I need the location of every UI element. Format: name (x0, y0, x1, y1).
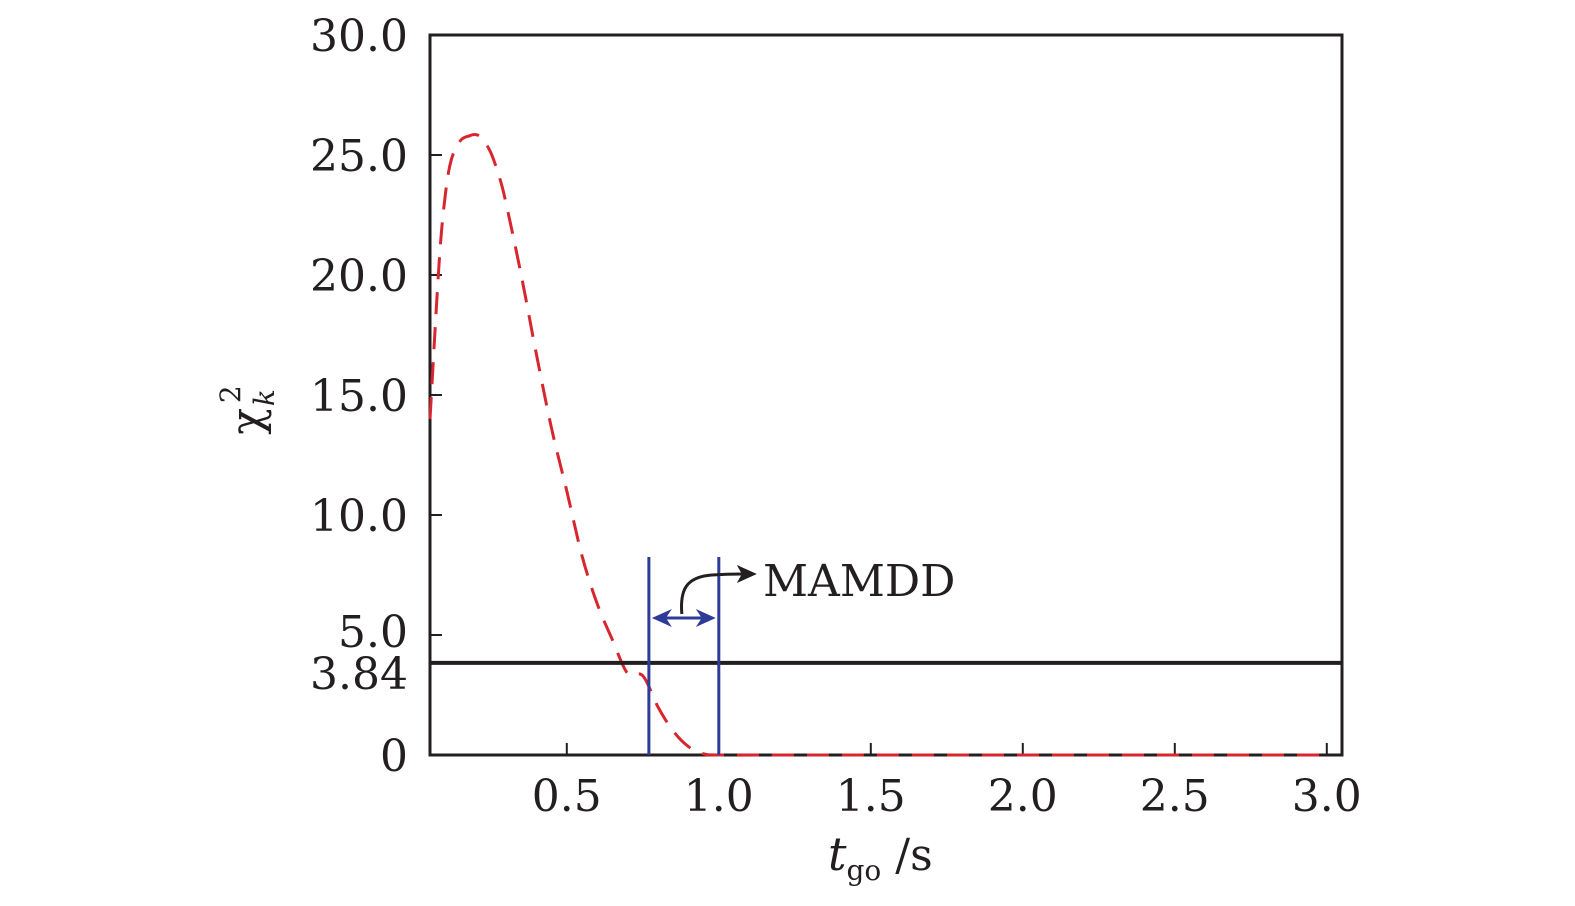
overlay-layer (430, 557, 1342, 755)
y-tick-label-20.0: 20.0 (310, 251, 408, 302)
plot-frame (428, 33, 1344, 757)
y-axis-subscript: k (248, 389, 281, 406)
x-tick-label-3.0: 3.0 (1292, 771, 1362, 822)
mamdd-span-arrowhead-left (651, 609, 672, 627)
x-axis-subscript: go (847, 854, 882, 887)
x-tick-label-1.0: 1.0 (684, 771, 754, 822)
annotation-arrowhead (736, 565, 757, 583)
x-axis-symbol: t (828, 827, 847, 881)
y-tick-label-5.0: 5.0 (338, 607, 408, 658)
annotation-curved-arrow (679, 572, 742, 615)
svg-text:χk2: χk2 (214, 385, 281, 434)
x-tick-label-2.5: 2.5 (1140, 771, 1210, 822)
series-layer (428, 132, 1327, 757)
mamdd-span-arrowhead-right (695, 609, 716, 627)
series-line-0 (428, 132, 1327, 757)
x-axis-unit: /s (881, 830, 932, 881)
y-tick-label-3.84: 3.84 (310, 649, 408, 700)
x-tick-label-0.5: 0.5 (532, 771, 602, 822)
y-axis-symbol: χ (222, 408, 273, 435)
y-axis-superscript: 2 (214, 385, 247, 403)
x-tick-label-1.5: 1.5 (836, 771, 906, 822)
plot-area (428, 33, 1344, 757)
x-tick-label-2.0: 2.0 (988, 771, 1058, 822)
y-tick-label-0: 0 (380, 731, 408, 782)
y-tick-label-15.0: 15.0 (310, 371, 408, 422)
y-axis-title: χk2 (214, 385, 281, 434)
axis-ticks: 0.5 1.0 1.5 2.0 2.5 3.0 0 3.845.0 10.0 15.0 20.0 25… (310, 11, 1362, 822)
mamdd-label: MAMDD (763, 556, 955, 607)
x-axis-title: tgo /s (828, 827, 933, 887)
y-tick-label-10.0: 10.0 (310, 491, 408, 542)
y-tick-label-30.0: 30.0 (310, 11, 408, 62)
y-tick-label-25.0: 25.0 (310, 131, 408, 182)
